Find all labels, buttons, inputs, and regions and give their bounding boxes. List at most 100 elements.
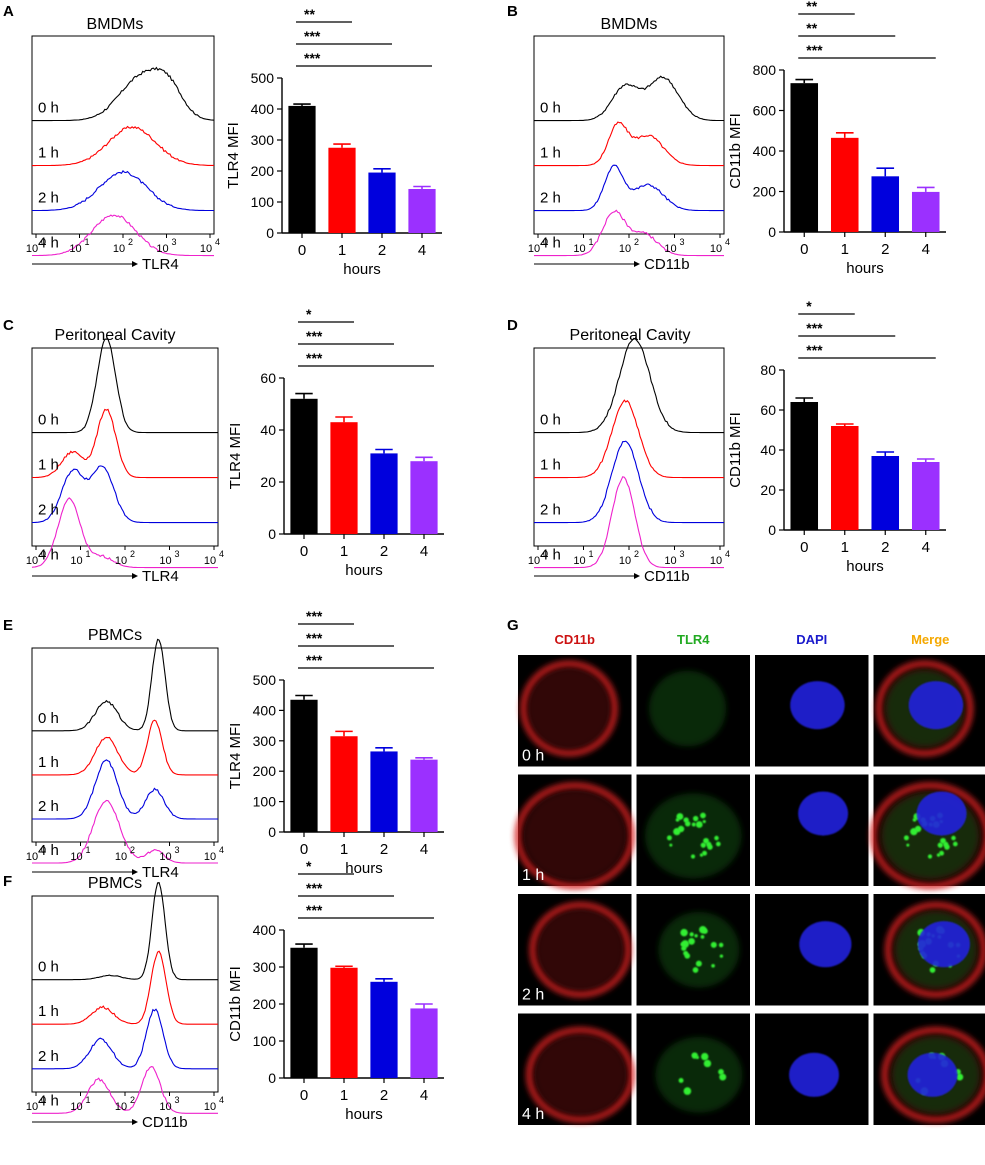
tlr4-puncta	[719, 1073, 727, 1081]
histogram-trace-2h	[32, 170, 214, 212]
tlr4-puncta	[695, 960, 702, 967]
y-tick-label: 500	[253, 672, 277, 688]
x-tick-label: 2	[378, 242, 386, 259]
micrograph-cd11b: 2 h	[518, 894, 632, 1006]
x-tick-exponent: 3	[175, 549, 180, 559]
bar-4h	[410, 759, 438, 832]
membrane-stain	[529, 901, 632, 998]
membrane-stain	[870, 782, 985, 890]
axis-arrowhead	[634, 261, 640, 267]
histogram-trace-4h	[534, 476, 724, 569]
histogram-trace-2h	[32, 759, 218, 820]
y-tick-label: 400	[253, 922, 277, 938]
x-tick-base: 10	[200, 243, 212, 255]
x-tick-base: 10	[528, 555, 540, 567]
x-tick-base: 10	[619, 555, 631, 567]
x-tick-exponent: 2	[130, 1095, 135, 1105]
marker-label: CD11b	[644, 568, 690, 585]
axis-arrowhead	[132, 869, 138, 875]
y-tick-label: 500	[251, 70, 275, 86]
x-tick-base: 10	[573, 243, 585, 255]
tlr4-puncta	[669, 843, 673, 847]
tlr4-puncta	[689, 932, 694, 937]
channel-header-tlr4: TLR4	[677, 632, 710, 647]
microscopy-row-0: 0 h	[518, 655, 985, 767]
bar-4h	[911, 462, 940, 530]
significance-stars: ***	[806, 342, 823, 358]
x-tick-exponent: 2	[634, 237, 639, 247]
x-tick-base: 10	[710, 555, 722, 567]
panel-letter-B: B	[507, 3, 518, 20]
significance-stars: ***	[304, 50, 321, 66]
x-tick-label: 0	[300, 543, 308, 560]
histogram-frame	[533, 347, 725, 547]
x-tick-exponent: 0	[41, 549, 46, 559]
histogram-trace-2h	[32, 465, 218, 524]
micrograph-tlr4	[636, 774, 750, 886]
time-label: 0 h	[540, 412, 561, 429]
x-tick-exponent: 4	[219, 1095, 224, 1105]
x-tick-base: 10	[26, 243, 38, 255]
tlr4-puncta	[684, 953, 691, 959]
time-label: 4 h	[540, 547, 561, 564]
axis-arrowhead	[132, 261, 138, 267]
y-tick-label: 0	[268, 1070, 276, 1086]
tlr4-puncta	[910, 828, 918, 836]
x-tick-base: 10	[26, 1101, 38, 1113]
y-axis-label: TLR4 MFI	[225, 122, 242, 189]
x-tick-label: 4	[420, 841, 428, 858]
x-tick-label: 1	[841, 241, 849, 258]
significance-stars: **	[304, 6, 315, 22]
tlr4-puncta	[666, 835, 672, 841]
histogram-trace-0h	[32, 881, 218, 981]
bar-0h	[290, 699, 318, 832]
micrograph-tlr4	[636, 655, 750, 767]
histogram-trace-0h	[32, 638, 218, 732]
time-label: 2 h	[540, 502, 561, 519]
y-tick-label: 200	[253, 763, 277, 779]
membrane-stain	[520, 660, 618, 757]
tlr4-puncta	[715, 841, 721, 847]
tlr4-puncta	[719, 954, 724, 958]
tlr4-puncta	[927, 854, 933, 859]
histogram-frame	[533, 35, 725, 235]
x-tick-exponent: 4	[219, 549, 224, 559]
bar-0h	[288, 105, 316, 233]
tlr4-puncta	[683, 817, 689, 823]
x-tick-exponent: 0	[41, 237, 46, 247]
x-tick-label: 4	[922, 539, 930, 556]
tlr4-puncta	[695, 821, 703, 828]
tlr4-puncta	[718, 1069, 724, 1075]
bar-2h	[871, 456, 900, 530]
tlr4-puncta	[692, 815, 699, 822]
marker-label: CD11b	[142, 1114, 188, 1131]
x-tick-exponent: 4	[219, 845, 224, 855]
x-tick-label: 1	[338, 242, 346, 259]
micrograph-merge	[873, 655, 985, 767]
tlr4-puncta	[711, 963, 715, 968]
x-tick-label: 2	[380, 543, 388, 560]
x-tick-label: 4	[420, 1087, 428, 1104]
micrograph-dapi	[755, 894, 869, 1006]
bar-4h	[911, 191, 940, 232]
tlr4-diffuse	[658, 911, 740, 988]
x-tick-label: 1	[340, 543, 348, 560]
x-tick-exponent: 1	[86, 1095, 91, 1105]
x-tick-label: 2	[380, 841, 388, 858]
histogram-trace-1h	[534, 121, 724, 167]
tlr4-puncta	[676, 813, 684, 820]
x-tick-label: 2	[380, 1087, 388, 1104]
histogram-trace-4h	[534, 209, 724, 257]
x-tick-exponent: 1	[86, 845, 91, 855]
nucleus-stain	[798, 791, 849, 836]
y-tick-label: 0	[268, 526, 276, 542]
axis-arrowhead	[634, 573, 640, 579]
micrograph-cd11b: 4 h	[518, 1013, 635, 1125]
time-label: 4 h	[522, 1106, 544, 1123]
y-tick-label: 60	[260, 370, 276, 386]
nucleus-stain	[907, 1052, 958, 1097]
nucleus-stain	[916, 791, 967, 836]
x-tick-exponent: 0	[543, 237, 548, 247]
